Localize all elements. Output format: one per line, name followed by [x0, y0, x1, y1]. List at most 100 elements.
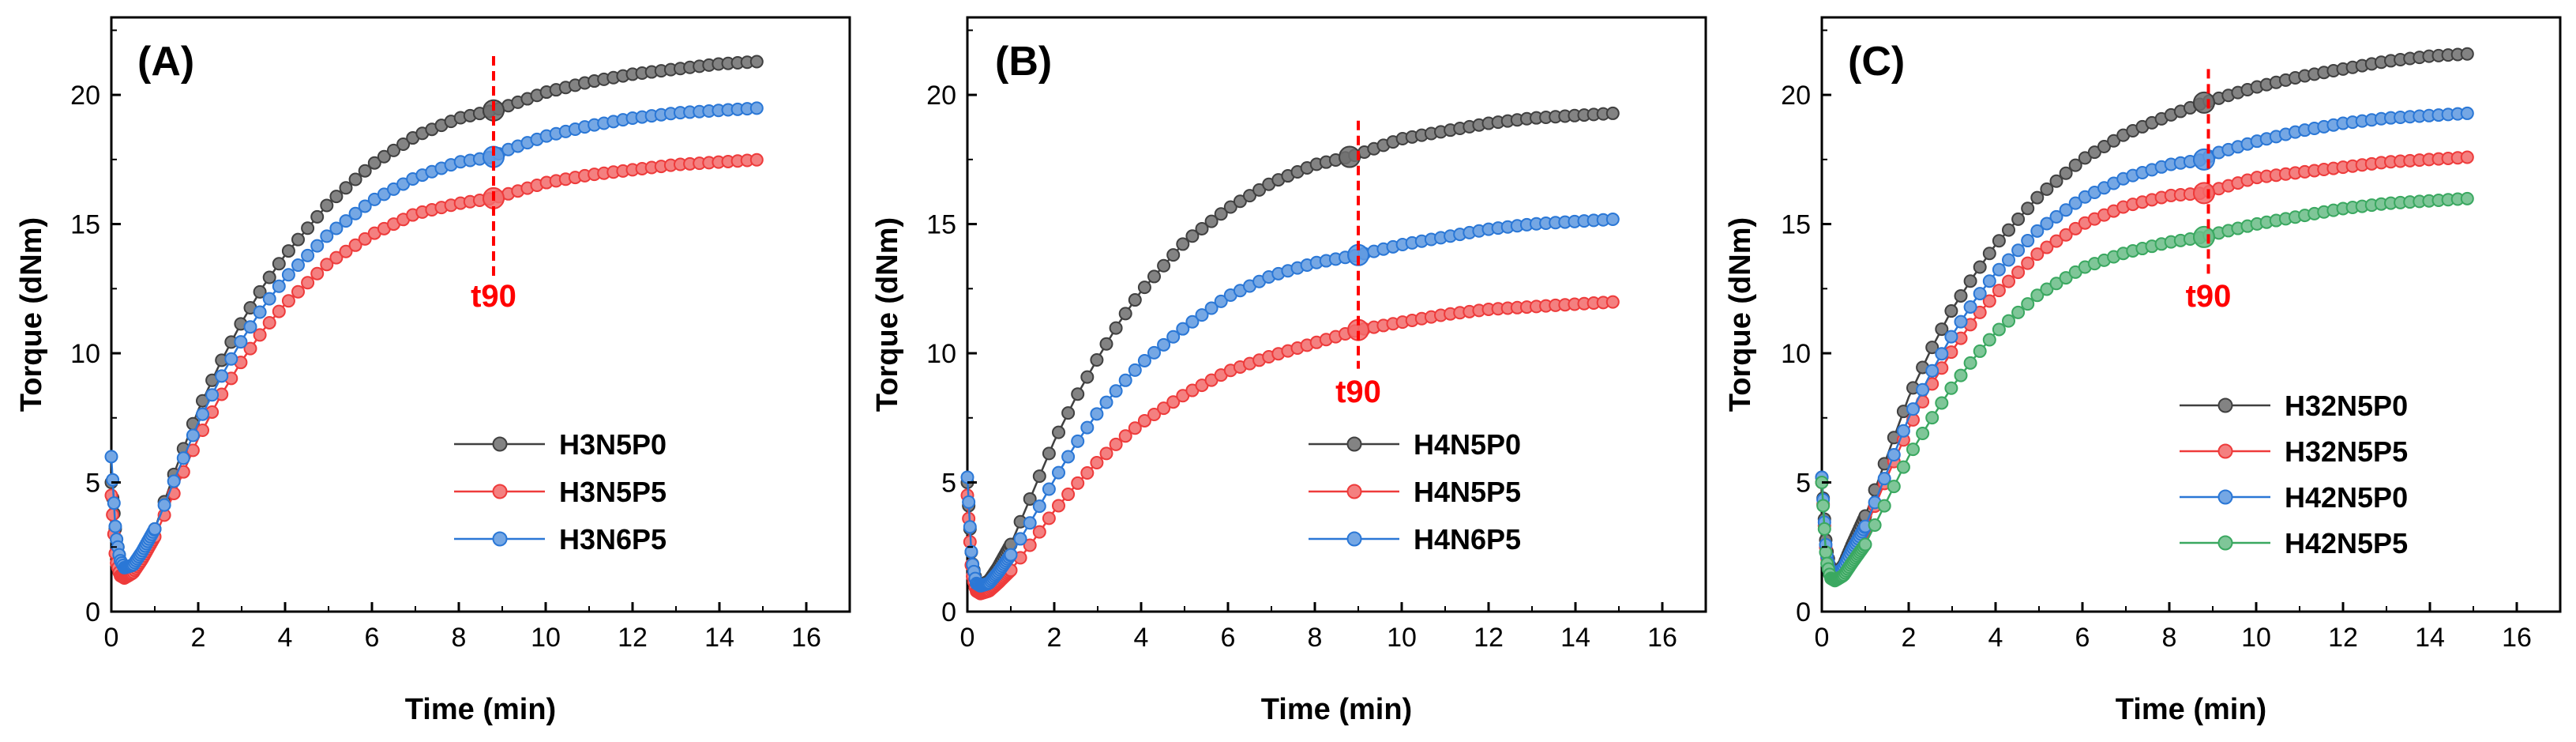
data-point: [2059, 203, 2073, 217]
data-point: [339, 181, 353, 195]
data-point: [301, 276, 315, 290]
data-point: [1147, 408, 1161, 422]
data-point: [1109, 321, 1123, 335]
data-point: [1157, 401, 1171, 416]
data-point: [2030, 288, 2045, 303]
data-point: [2021, 202, 2035, 216]
legend-item: H4N5P5: [1309, 476, 1521, 508]
data-point: [1982, 333, 1996, 347]
series-H42N5P5: [1815, 191, 2474, 588]
panel-label: (C): [1848, 39, 1905, 85]
panel-b: t90 H4N5P0 H4N5P5 H4N6P5 0 2 4 6 8 10 12 14 16 0 5 10 1…: [871, 16, 1707, 726]
data-point: [1061, 488, 1076, 502]
chart-marks: t90 H3N5P0 H3N5P5 H3N6P5: [104, 55, 764, 585]
data-point: [2078, 151, 2092, 165]
data-point: [205, 388, 220, 402]
data-point: [1195, 221, 1209, 235]
y-tick-label: 10: [926, 339, 956, 369]
x-tick-label: 10: [2241, 623, 2271, 653]
data-point: [1982, 294, 1996, 308]
t90-label: t90: [1335, 375, 1381, 409]
data-point: [1887, 480, 1901, 494]
panel-c: t90 H32N5P0 H32N5P5 H42N5P0 H42N5P5 0 2 4 6 8 10 1…: [1724, 16, 2562, 726]
t90-label: t90: [2186, 279, 2232, 314]
y-tick-label: 15: [1781, 210, 1811, 240]
data-point: [272, 304, 286, 318]
axis-ticks: 0 2 4 6 8 10 12 14 16 0 5 10 15 20: [1781, 29, 2532, 653]
data-point: [224, 352, 238, 366]
data-point: [234, 335, 248, 349]
data-point: [2011, 212, 2026, 226]
data-point: [348, 172, 362, 186]
data-point: [1963, 356, 1977, 370]
x-tick-label: 6: [1221, 623, 1236, 653]
data-point: [2030, 224, 2045, 238]
data-point: [962, 495, 976, 509]
data-point: [1963, 274, 1977, 288]
data-point: [749, 55, 764, 69]
data-point: [1185, 229, 1200, 243]
legend-label: H32N5P5: [2285, 435, 2408, 468]
panel-label: (A): [137, 39, 194, 85]
data-point: [1061, 406, 1076, 420]
x-tick-label: 4: [1134, 623, 1149, 653]
data-point: [281, 268, 295, 282]
data-point: [291, 258, 305, 273]
x-axis-title: Time (min): [405, 693, 556, 726]
data-point: [1080, 465, 1095, 480]
data-point: [320, 229, 334, 243]
data-point: [262, 292, 276, 306]
data-point: [1099, 395, 1113, 409]
data-point: [2097, 139, 2111, 153]
data-point: [2049, 277, 2063, 291]
data-point: [2049, 209, 2063, 224]
data-point: [1042, 446, 1056, 461]
data-point: [2460, 106, 2474, 120]
data-point: [1157, 258, 1171, 273]
x-tick-label: 6: [365, 623, 380, 653]
legend-item: H3N5P0: [454, 428, 667, 461]
data-point: [1080, 370, 1095, 384]
chart-marks: t90 H4N5P0 H4N5P5 H4N6P5: [960, 106, 1620, 601]
data-point: [243, 341, 257, 356]
data-point: [1954, 288, 1968, 303]
data-point: [329, 221, 344, 235]
data-point: [2049, 234, 2063, 248]
legend-marker: [1346, 531, 1362, 547]
data-point: [108, 519, 122, 533]
data-point: [2030, 247, 2045, 262]
data-point: [1944, 381, 1958, 395]
x-tick-label: 4: [1988, 623, 2003, 653]
data-point: [1032, 499, 1046, 514]
x-tick-label: 8: [452, 623, 467, 653]
data-point: [1204, 214, 1219, 228]
t90-label: t90: [471, 279, 516, 314]
y-tick-label: 20: [70, 81, 100, 111]
data-point: [2002, 314, 2015, 328]
x-tick-label: 2: [191, 623, 206, 653]
x-tick-label: 2: [1047, 623, 1062, 653]
data-point: [1925, 363, 1940, 378]
data-point: [2030, 190, 2045, 205]
data-point: [104, 450, 118, 464]
data-point: [2021, 297, 2035, 311]
axis-ticks: 0 2 4 6 8 10 12 14 16 0 5 10 15 20: [70, 29, 821, 653]
panel-label: (B): [995, 39, 1052, 85]
data-point: [2107, 134, 2121, 148]
data-point: [1252, 183, 1267, 197]
data-point: [1817, 522, 1831, 536]
data-point: [1906, 443, 1920, 457]
legend-item: H42N5P0: [2180, 481, 2408, 514]
data-point: [339, 214, 353, 228]
data-point: [1973, 287, 1987, 301]
y-tick-label: 10: [1781, 339, 1811, 369]
series-H32N5P5: [1815, 150, 2474, 582]
legend-label: H4N5P0: [1414, 428, 1521, 461]
data-point: [148, 522, 162, 536]
data-point: [1042, 482, 1056, 496]
data-point: [301, 248, 315, 262]
t90-point: [2193, 148, 2215, 171]
data-point: [1233, 194, 1247, 209]
t90-point: [2193, 91, 2215, 114]
plot-frame: [1820, 16, 2562, 613]
